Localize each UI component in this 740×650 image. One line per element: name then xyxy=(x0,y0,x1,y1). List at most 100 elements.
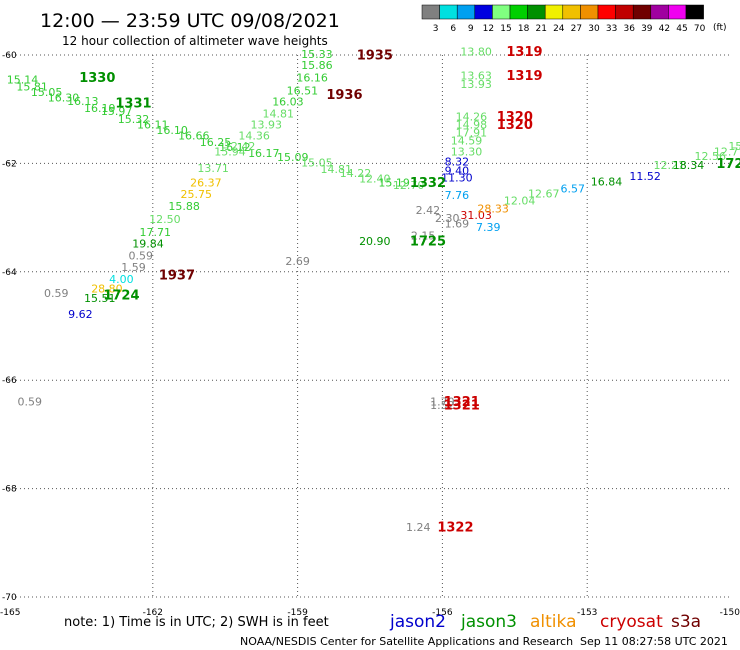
swh-value-label: 9.62 xyxy=(68,308,93,321)
swh-value-label: 13.93 xyxy=(460,78,492,91)
swh-value-label: 14.81 xyxy=(263,108,295,121)
swh-value-label: 1.24 xyxy=(406,521,431,534)
swh-value-label: 15.81 xyxy=(16,81,48,94)
y-tick-label: -60 xyxy=(2,51,17,61)
swh-value-label: 19.84 xyxy=(132,238,164,251)
pass-time-label: 1935 xyxy=(357,49,393,64)
swh-value-label: 15.05 xyxy=(31,86,63,99)
swh-value-label: 2.15 xyxy=(411,230,436,243)
swh-value-label: 12.04 xyxy=(504,194,536,207)
swh-value-label: 12.56 xyxy=(695,150,727,163)
x-tick-label: -165 xyxy=(0,608,20,618)
colorbar-swatch xyxy=(650,4,669,20)
swh-value-label: 16.51 xyxy=(287,84,319,97)
colorbar-swatch xyxy=(527,4,546,20)
swh-value-label: 13.71 xyxy=(197,162,229,175)
swh-value-label: 14.59 xyxy=(451,135,483,148)
y-tick-label: -68 xyxy=(2,485,17,495)
swh-value-label: 15.32 xyxy=(118,113,150,126)
colorbar-swatch xyxy=(439,4,458,20)
satellite-legend-s3a: s3a xyxy=(671,612,701,632)
swh-value-label: 14.98 xyxy=(456,118,488,131)
colorbar-label: 12 xyxy=(483,24,494,34)
swh-value-label: 15.97 xyxy=(101,105,133,118)
colorbar-swatch xyxy=(421,4,440,20)
x-tick-label: -156 xyxy=(432,608,453,618)
y-tick-label: -66 xyxy=(2,376,17,386)
swh-value-label: 16.03 xyxy=(272,96,304,109)
colorbar-swatch xyxy=(668,4,687,20)
swh-value-label: 12.67 xyxy=(528,187,560,200)
colorbar-swatch xyxy=(544,4,564,20)
y-tick-label: -64 xyxy=(2,268,17,278)
swh-value-label: 6.57 xyxy=(560,182,585,195)
swh-value-label: 15.51 xyxy=(84,292,116,305)
swh-value-label: 7.39 xyxy=(476,221,501,234)
pass-time-label: 1937 xyxy=(159,269,195,284)
swh-value-label: 1.70 xyxy=(430,395,455,408)
pass-time-label: 1332 xyxy=(410,176,446,191)
chart-title: 12:00 — 23:59 UTC 09/08/2021 xyxy=(40,10,340,32)
swh-value-label: 12.42 xyxy=(224,140,256,153)
swh-value-label: 20.90 xyxy=(359,235,391,248)
swh-value-label: 12.21 xyxy=(654,159,686,172)
colorbar-swatch xyxy=(492,4,511,20)
swh-value-label: 12.77 xyxy=(714,146,740,159)
swh-value-label: 15.86 xyxy=(301,59,333,72)
colorbar-label: 39 xyxy=(641,24,653,34)
swh-value-label: 15.19 xyxy=(378,176,410,189)
swh-value-label: 17.71 xyxy=(139,226,171,239)
swh-value-label: 15.88 xyxy=(168,200,200,213)
axis-tick-labels: -165 -162 -159 -156 -153 -150 -60 -62 -64 -66 -68 -… xyxy=(0,51,740,618)
y-tick-label: -70 xyxy=(2,593,17,603)
colorbar-swatch xyxy=(562,4,581,20)
satellite-legend-jason2: jason2 xyxy=(389,612,446,632)
swh-value-label: 17.91 xyxy=(456,127,488,140)
swh-value-label: 16.66 xyxy=(178,129,210,142)
swh-value-label: 2.69 xyxy=(285,255,310,268)
swh-value-label: 0.59 xyxy=(128,250,153,263)
colorbar-label: 3 xyxy=(433,24,439,34)
swh-value-label: 16.19 xyxy=(84,102,116,115)
footer-timestamp: Sep 11 08:27:58 UTC 2021 xyxy=(580,635,728,648)
colorbar-swatch xyxy=(474,4,493,20)
pass-time-label: 1331 xyxy=(115,96,151,111)
colorbar-label: 33 xyxy=(606,24,617,34)
pass-time-label: 1330 xyxy=(79,71,115,86)
colorbar-swatch xyxy=(632,4,652,20)
colorbar-label: 42 xyxy=(659,24,670,34)
satellite-legend: jason2 jason3 altika cryosat s3a xyxy=(389,612,701,632)
swh-value-label: 15.94 xyxy=(214,146,246,159)
swh-value-label: 12.50 xyxy=(149,213,181,226)
pass-time-label: 1320 xyxy=(497,118,533,133)
colorbar-swatch xyxy=(580,4,599,20)
pass-time-label: 1319 xyxy=(506,69,542,84)
swh-value-label: 16.10 xyxy=(156,124,188,137)
swh-value-label: 0.59 xyxy=(17,395,42,408)
swh-value-label: 13.30 xyxy=(451,146,483,159)
colorbar-label: 30 xyxy=(588,24,600,34)
data-points: 15.1415.8115.0516.3016.1316.1915.9715.32… xyxy=(7,45,740,534)
swh-value-label: 11.52 xyxy=(629,170,661,183)
swh-value-label: 15.12 xyxy=(728,140,740,153)
swh-value-label: 9.40 xyxy=(445,165,470,178)
swh-value-label: 14.26 xyxy=(456,110,488,123)
plot-area: -165 -162 -159 -156 -153 -150 -60 -62 -64 -66 -68 -… xyxy=(0,45,740,618)
swh-value-label: 2.42 xyxy=(416,204,441,217)
pass-time-label: 1321 xyxy=(444,395,480,410)
satellite-legend-altika: altika xyxy=(530,612,577,632)
swh-value-label: 14.36 xyxy=(238,129,270,142)
swh-value-label: 18.34 xyxy=(673,159,705,172)
colorbar-legend: 3 6 9 12 15 18 21 24 27 30 33 36 39 42 45 70 xyxy=(421,4,706,34)
swh-value-label: 13.93 xyxy=(250,118,282,131)
swh-value-label: 14.22 xyxy=(340,167,372,180)
gridlines xyxy=(8,54,732,598)
swh-value-label: 15.09 xyxy=(277,151,309,164)
colorbar-swatch xyxy=(456,4,476,20)
colorbar-label: 6 xyxy=(450,24,456,34)
colorbar-label: 27 xyxy=(571,24,582,34)
swh-value-label: 0.59 xyxy=(44,287,69,300)
swh-value-label: 14.81 xyxy=(320,163,352,176)
